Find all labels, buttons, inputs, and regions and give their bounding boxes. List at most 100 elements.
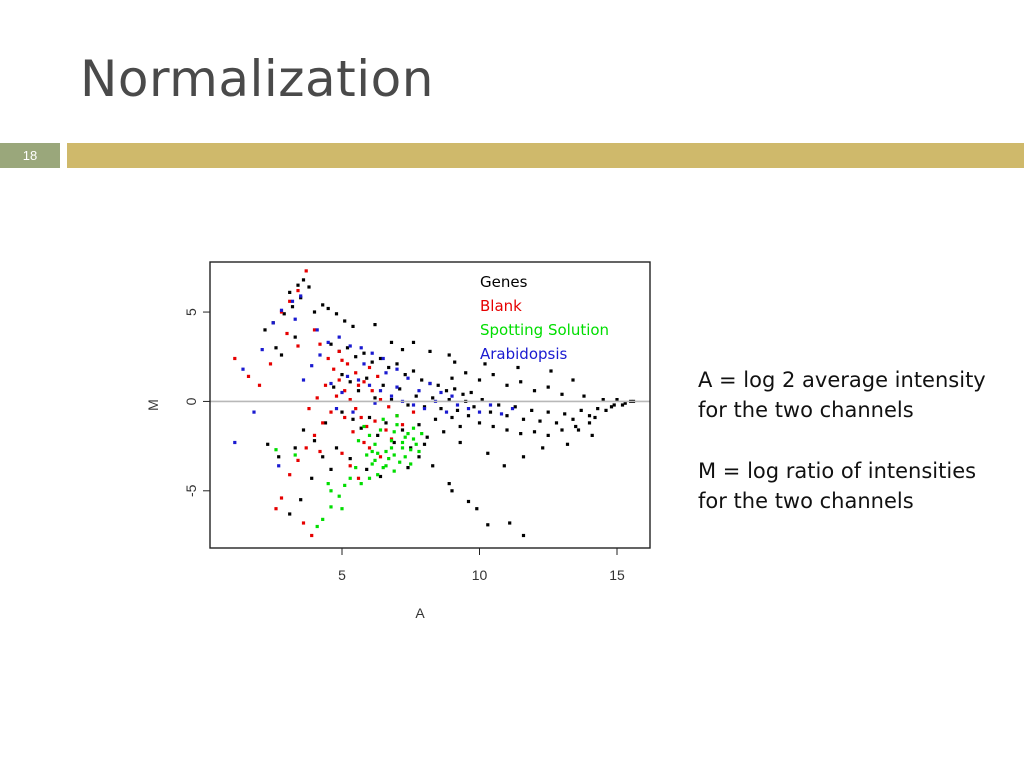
data-point bbox=[499, 412, 504, 416]
data-point bbox=[505, 383, 509, 387]
data-point bbox=[532, 389, 537, 393]
data-point bbox=[332, 367, 336, 371]
data-point bbox=[392, 430, 396, 434]
data-point bbox=[293, 335, 297, 339]
data-point bbox=[392, 453, 396, 457]
data-point bbox=[444, 389, 449, 393]
data-point bbox=[318, 449, 322, 454]
data-point bbox=[439, 390, 443, 395]
data-point bbox=[400, 440, 405, 445]
data-point bbox=[367, 446, 372, 450]
data-point bbox=[601, 398, 605, 402]
data-point bbox=[477, 421, 482, 425]
data-point bbox=[373, 323, 377, 327]
y-tick-label: 0 bbox=[183, 397, 199, 405]
data-point bbox=[321, 455, 325, 459]
y-axis: 5 0 -5 bbox=[183, 308, 210, 497]
data-point bbox=[513, 405, 517, 409]
data-point bbox=[293, 446, 297, 450]
legend-item-genes: Genes bbox=[480, 273, 528, 291]
data-point bbox=[348, 398, 352, 402]
data-point bbox=[505, 414, 509, 418]
data-point bbox=[376, 473, 380, 477]
data-point bbox=[356, 476, 361, 480]
data-point bbox=[356, 378, 361, 382]
data-point bbox=[387, 405, 391, 409]
data-point bbox=[354, 371, 358, 375]
data-point bbox=[417, 449, 421, 454]
data-point bbox=[560, 392, 564, 396]
definitions: A = log 2 average intensity for the two … bbox=[698, 365, 1008, 547]
a-definition: A = log 2 average intensity for the two … bbox=[698, 368, 986, 422]
data-point bbox=[488, 403, 493, 407]
data-point bbox=[351, 324, 355, 328]
data-point bbox=[378, 398, 383, 402]
data-point bbox=[288, 473, 292, 477]
data-point bbox=[310, 364, 314, 368]
data-point bbox=[301, 378, 306, 382]
data-point bbox=[604, 408, 608, 412]
data-point bbox=[290, 299, 295, 303]
data-point bbox=[285, 331, 289, 336]
y-tick-label: 5 bbox=[183, 308, 199, 316]
data-point bbox=[378, 474, 383, 479]
data-point bbox=[334, 312, 339, 316]
data-point bbox=[384, 464, 388, 468]
data-point bbox=[304, 269, 308, 273]
data-point bbox=[384, 428, 388, 432]
data-point bbox=[329, 489, 333, 493]
data-point bbox=[290, 305, 295, 309]
data-point bbox=[389, 394, 394, 398]
data-point bbox=[343, 389, 347, 393]
data-point bbox=[387, 457, 391, 461]
data-point bbox=[428, 381, 432, 386]
data-point bbox=[359, 482, 363, 486]
data-point bbox=[337, 335, 341, 339]
data-point bbox=[362, 440, 366, 445]
data-point bbox=[392, 440, 396, 445]
data-point bbox=[521, 533, 526, 538]
data-point bbox=[620, 403, 625, 407]
data-point bbox=[279, 353, 284, 357]
data-point bbox=[274, 346, 278, 350]
data-point bbox=[422, 442, 427, 446]
data-point bbox=[365, 467, 369, 471]
data-point bbox=[370, 360, 374, 364]
data-point bbox=[337, 378, 341, 382]
data-point bbox=[414, 442, 418, 446]
y-tick-label: -5 bbox=[183, 484, 199, 497]
data-point bbox=[312, 310, 317, 314]
data-point bbox=[486, 451, 490, 455]
data-point bbox=[491, 373, 495, 377]
data-point bbox=[554, 421, 559, 425]
data-point bbox=[318, 353, 322, 357]
data-point bbox=[560, 428, 564, 432]
data-point bbox=[367, 415, 372, 420]
data-point bbox=[538, 419, 542, 423]
data-point bbox=[406, 376, 410, 380]
data-point bbox=[252, 410, 256, 414]
data-point bbox=[453, 360, 457, 364]
data-point bbox=[268, 362, 273, 366]
data-point bbox=[541, 446, 545, 450]
data-point bbox=[365, 453, 369, 457]
data-point bbox=[521, 417, 526, 421]
data-point bbox=[579, 408, 583, 412]
data-point bbox=[312, 439, 317, 443]
data-point bbox=[334, 407, 339, 411]
data-point bbox=[293, 453, 297, 457]
data-point bbox=[296, 289, 300, 293]
data-point bbox=[417, 423, 421, 427]
data-point bbox=[428, 349, 432, 353]
data-point bbox=[516, 365, 520, 370]
data-point bbox=[612, 403, 616, 407]
data-point bbox=[299, 294, 303, 298]
data-point bbox=[433, 417, 438, 421]
data-point bbox=[384, 371, 388, 375]
data-point bbox=[466, 499, 471, 504]
data-point bbox=[563, 412, 567, 416]
data-point bbox=[455, 408, 460, 412]
slide-number-box: 18 bbox=[0, 143, 60, 168]
data-point bbox=[373, 458, 377, 462]
data-point bbox=[340, 358, 344, 362]
